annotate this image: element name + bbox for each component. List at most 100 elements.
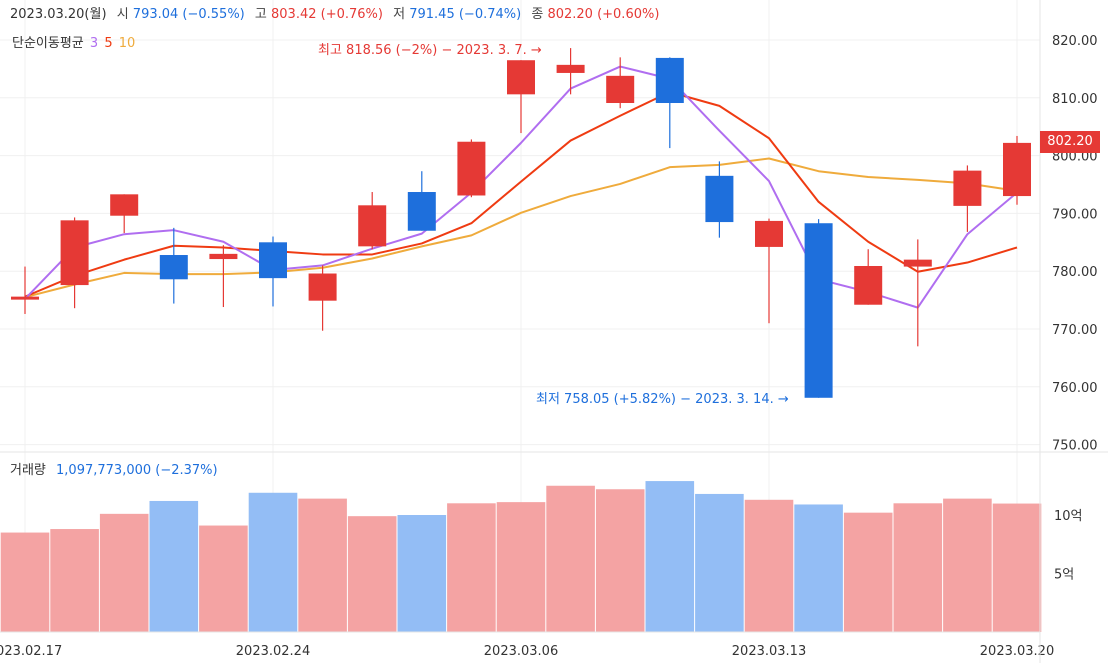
candle-body — [903, 259, 932, 267]
date-tick-label: 2023.03.20 — [980, 644, 1054, 659]
last-price-tag: 802.20 — [1040, 131, 1100, 153]
candle — [606, 57, 635, 109]
ohlc-readout: 2023.03.20(월) 시 793.04 (−0.55%) 고 803.42… — [10, 3, 659, 22]
candle-body — [507, 60, 535, 95]
volume-bar — [893, 503, 943, 632]
candle-body — [854, 265, 883, 305]
low-value: 791.45 (−0.74%) — [409, 7, 522, 22]
candlesticks — [11, 48, 1031, 398]
high-annotation: 최고 818.56 (−2%) − 2023. 3. 7. → — [318, 43, 542, 58]
candle — [308, 265, 337, 331]
volume-bar — [843, 512, 893, 632]
candle — [159, 227, 188, 304]
volume-bar — [248, 492, 298, 632]
high-value: 803.42 (+0.76%) — [271, 7, 383, 22]
date-tick-label: 2023.02.24 — [236, 644, 310, 659]
candle — [110, 194, 139, 234]
candle-body — [308, 273, 337, 301]
volume-bar — [0, 532, 50, 632]
volume-tick-label: 5억 — [1054, 568, 1074, 583]
candle-body — [655, 57, 684, 104]
ma5-line-group — [24, 91, 1018, 298]
candle — [358, 192, 387, 250]
candle-body — [953, 170, 982, 206]
candle-body — [1003, 142, 1031, 197]
date-tick-label: 2023.02.17 — [0, 644, 62, 659]
price-tick-label: 780.00 — [1052, 265, 1098, 280]
price-tick-label: 810.00 — [1052, 92, 1098, 107]
candle — [953, 165, 982, 232]
candle — [655, 57, 684, 149]
volume-bar — [695, 493, 744, 632]
volume-bar — [50, 529, 99, 632]
candle — [705, 161, 734, 238]
ma10-line — [24, 157, 1018, 299]
volume-bar — [794, 504, 843, 632]
price-tick-label: 770.00 — [1052, 323, 1098, 338]
candle-body — [358, 205, 387, 247]
price-tick-label: 820.00 — [1052, 34, 1098, 49]
candle-body — [60, 220, 89, 286]
ma3-line — [24, 65, 1018, 309]
volume-bar — [496, 502, 546, 632]
ma10-legend: 10 — [118, 36, 136, 51]
candle-body — [457, 141, 486, 196]
candle-body — [11, 296, 39, 300]
volume-bar — [645, 481, 695, 632]
volume-bar — [744, 499, 794, 632]
ma5-line — [24, 91, 1018, 298]
candle — [457, 139, 486, 198]
price-tick-label: 800.00 — [1052, 150, 1098, 165]
candle — [903, 239, 932, 347]
ma-legend[interactable]: 단순이동평균 3 5 10 — [10, 32, 135, 51]
candle-body — [705, 175, 734, 223]
candle — [60, 217, 89, 309]
volume-bars — [0, 481, 1042, 632]
candle-body — [259, 242, 287, 279]
volume-legend: 거래량 1,097,773,000 (−2.37%) — [10, 459, 218, 478]
candle-body — [606, 75, 635, 104]
ma10-line-group — [24, 157, 1018, 299]
volume-bar — [595, 489, 645, 632]
low-label: 저 — [393, 7, 406, 22]
candle-body — [556, 64, 585, 73]
volume-tick-label: 10억 — [1054, 509, 1083, 524]
candle-body — [159, 255, 188, 280]
price-tick-label: 790.00 — [1052, 207, 1098, 222]
candle-body — [407, 192, 436, 231]
candle — [755, 218, 783, 324]
price-tick-label: 760.00 — [1052, 381, 1098, 396]
candle — [11, 266, 39, 314]
candle — [407, 171, 436, 231]
candle — [507, 60, 535, 134]
ohlc-date: 2023.03.20(월) — [10, 7, 107, 22]
volume-legend-value: 1,097,773,000 (−2.37%) — [56, 463, 218, 478]
date-tick-label: 2023.03.13 — [732, 644, 806, 659]
date-tick-label: 2023.03.06 — [484, 644, 558, 659]
volume-bar — [347, 516, 397, 632]
candle — [1003, 135, 1031, 205]
volume-bar — [397, 515, 447, 632]
ma3-line-group — [24, 65, 1018, 309]
candle — [209, 245, 238, 308]
open-label: 시 — [116, 7, 129, 22]
candle-body — [110, 194, 139, 216]
candle — [556, 48, 585, 95]
candle-body — [804, 223, 833, 398]
candle — [804, 219, 833, 398]
volume-bar — [99, 513, 149, 632]
ma-legend-label: 단순이동평균 — [12, 36, 84, 51]
candle-body — [209, 253, 238, 260]
price-tick-label: 750.00 — [1052, 439, 1098, 454]
ma5-legend: 5 — [104, 36, 113, 51]
volume-bar — [298, 498, 347, 632]
candle-body — [755, 220, 783, 247]
volume-bar — [149, 500, 199, 632]
volume-bar — [447, 503, 496, 632]
volume-bar — [546, 485, 595, 632]
low-annotation: 최저 758.05 (+5.82%) − 2023. 3. 14. → — [536, 392, 789, 407]
high-label: 고 — [254, 7, 267, 22]
volume-bar — [943, 498, 992, 632]
